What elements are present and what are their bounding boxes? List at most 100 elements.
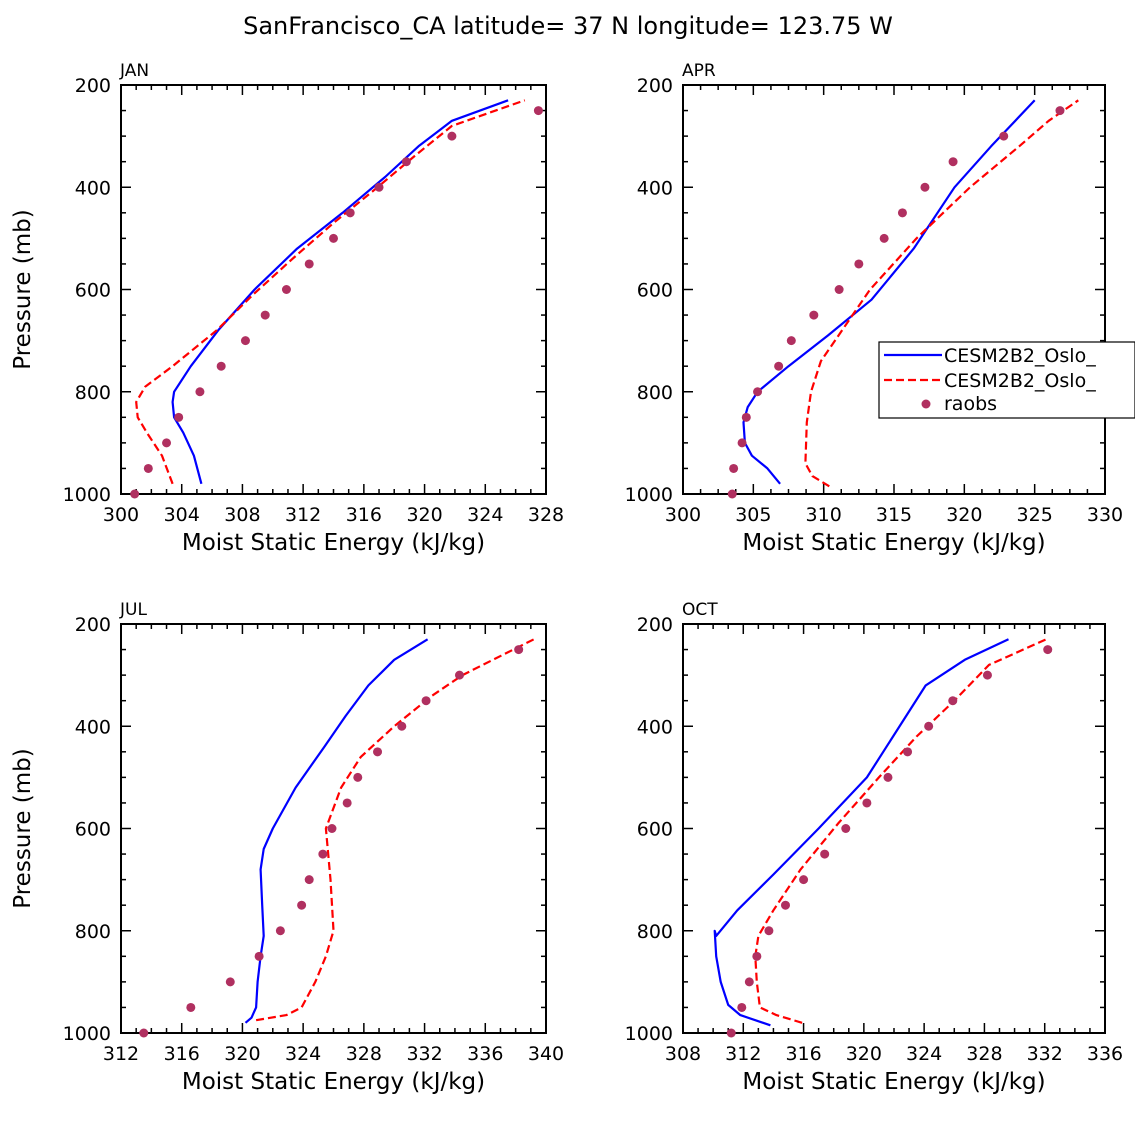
raobs-point	[318, 849, 328, 859]
raobs-point	[903, 747, 913, 757]
y-tick-label: 1000	[63, 484, 111, 506]
raobs-point	[741, 412, 751, 422]
raobs-point	[397, 721, 407, 731]
raobs-point	[752, 951, 762, 961]
x-tick-label: 308	[224, 504, 260, 526]
y-tick-label: 800	[75, 921, 111, 943]
y-axis-label: Pressure (mb)	[10, 209, 36, 369]
x-tick-label: 304	[164, 504, 200, 526]
raobs-point	[764, 926, 774, 936]
panel-label: JAN	[119, 61, 149, 81]
y-tick-label: 200	[637, 75, 673, 97]
raobs-point	[737, 1002, 747, 1012]
plot-frame	[682, 623, 1106, 1034]
raobs-point	[948, 696, 958, 706]
panel-label: JUL	[119, 600, 147, 620]
raobs-point	[345, 208, 355, 218]
series-line-model2	[804, 99, 1079, 488]
x-tick-label: 324	[467, 504, 503, 526]
raobs-point	[373, 747, 383, 757]
series-line-model2	[754, 638, 1047, 1024]
x-tick-label: 320	[946, 504, 982, 526]
raobs-point	[854, 259, 864, 269]
chart-title: SanFrancisco_CA latitude= 37 N longitude…	[243, 12, 893, 40]
panel-label: OCT	[682, 600, 718, 620]
raobs-point	[254, 951, 264, 961]
raobs-point	[920, 182, 930, 192]
y-tick-label: 200	[637, 614, 673, 636]
raobs-point	[514, 645, 524, 655]
x-tick-label: 316	[164, 1043, 200, 1065]
raobs-point	[447, 131, 457, 141]
y-tick-label: 200	[75, 75, 111, 97]
legend-label: raobs	[944, 393, 997, 415]
raobs-point	[275, 926, 285, 936]
x-axis-label: Moist Static Energy (kJ/kg)	[182, 1069, 485, 1095]
raobs-point	[999, 131, 1009, 141]
raobs-point	[948, 157, 958, 167]
x-tick-label: 316	[346, 504, 382, 526]
x-tick-label: 330	[1087, 504, 1123, 526]
x-tick-label: 320	[224, 1043, 260, 1065]
raobs-point	[774, 361, 784, 371]
series-line-model1	[742, 99, 1036, 485]
y-tick-label: 400	[637, 716, 673, 738]
x-tick-label: 315	[876, 504, 912, 526]
y-tick-label: 200	[75, 614, 111, 636]
legend: CESM2B2_Oslo_ CESM2B2_Oslo_raobs	[878, 341, 1135, 419]
x-tick-label: 305	[735, 504, 771, 526]
raobs-point	[799, 875, 809, 885]
y-tick-label: 800	[637, 921, 673, 943]
y-tick-label: 1000	[625, 484, 673, 506]
x-tick-label: 308	[665, 1043, 701, 1065]
x-tick-label: 320	[406, 504, 442, 526]
y-tick-label: 800	[75, 382, 111, 404]
x-axis-label: Moist Static Energy (kJ/kg)	[742, 1069, 1045, 1095]
raobs-point	[753, 387, 763, 397]
series-line-model1	[171, 99, 509, 485]
x-tick-label: 324	[285, 1043, 321, 1065]
raobs-point	[1043, 645, 1053, 655]
x-tick-label: 312	[725, 1043, 761, 1065]
series-line-model2	[255, 638, 535, 1022]
x-tick-label: 332	[1027, 1043, 1063, 1065]
y-tick-label: 600	[75, 819, 111, 841]
raobs-point	[401, 157, 411, 167]
y-tick-label: 600	[637, 280, 673, 302]
x-tick-label: 300	[665, 504, 701, 526]
raobs-point	[533, 106, 543, 116]
x-tick-label: 328	[528, 504, 564, 526]
x-tick-label: 312	[103, 1043, 139, 1065]
raobs-point	[353, 772, 363, 782]
raobs-point	[329, 233, 338, 243]
raobs-point	[809, 310, 819, 320]
x-axis-label: Moist Static Energy (kJ/kg)	[742, 530, 1045, 556]
y-tick-label: 800	[637, 382, 673, 404]
raobs-point	[862, 798, 872, 808]
x-tick-label: 316	[785, 1043, 821, 1065]
x-tick-label: 324	[906, 1043, 942, 1065]
x-tick-label: 325	[1017, 504, 1053, 526]
raobs-point	[421, 696, 431, 706]
raobs-point	[297, 900, 307, 910]
series-line-model1	[713, 638, 1009, 1027]
raobs-point	[924, 721, 934, 731]
raobs-point	[374, 182, 384, 192]
raobs-point	[780, 900, 790, 910]
panel-label: APR	[682, 61, 716, 81]
x-tick-label: 328	[346, 1043, 382, 1065]
series-line-model1	[244, 638, 429, 1024]
raobs-point	[744, 977, 754, 987]
raobs-point	[879, 233, 889, 243]
raobs-point	[225, 977, 235, 987]
raobs-point	[726, 1028, 736, 1038]
y-tick-label: 400	[75, 177, 111, 199]
raobs-point	[737, 438, 747, 448]
x-tick-label: 312	[285, 504, 321, 526]
raobs-point	[834, 285, 844, 294]
raobs-point	[130, 489, 140, 499]
series-line-model2	[135, 99, 526, 485]
x-axis-label: Moist Static Energy (kJ/kg)	[182, 530, 485, 556]
